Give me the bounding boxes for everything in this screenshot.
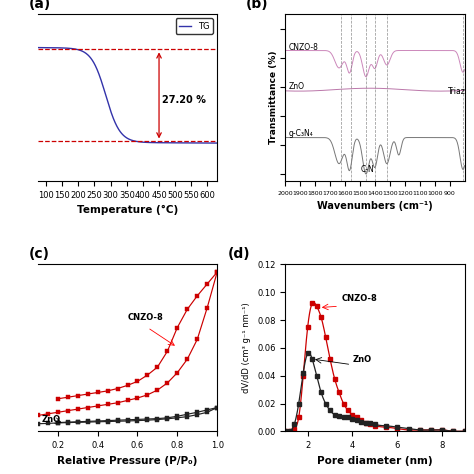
Text: C-N: C-N (361, 165, 374, 174)
Text: CNZO-8: CNZO-8 (288, 43, 318, 52)
X-axis label: Wavenumbers (cm⁻¹): Wavenumbers (cm⁻¹) (317, 201, 433, 211)
Y-axis label: Transmittance (%): Transmittance (%) (269, 51, 278, 145)
X-axis label: Relative Pressure (P/P₀): Relative Pressure (P/P₀) (57, 456, 198, 465)
Text: g-C₃N₄: g-C₃N₄ (288, 128, 313, 137)
Text: (d): (d) (228, 247, 251, 261)
Text: ZnO: ZnO (353, 355, 372, 364)
X-axis label: Temperature (°C): Temperature (°C) (77, 205, 178, 215)
X-axis label: Pore diameter (nm): Pore diameter (nm) (317, 456, 433, 465)
Text: Triaz: Triaz (448, 87, 466, 96)
Legend: TG: TG (176, 18, 213, 34)
Text: CNZO-8: CNZO-8 (128, 312, 163, 321)
Text: CNZO-8: CNZO-8 (341, 293, 377, 302)
Text: ZnO: ZnO (42, 415, 61, 424)
Text: ZnO: ZnO (288, 82, 304, 91)
Text: (c): (c) (29, 247, 50, 261)
Text: (b): (b) (246, 0, 268, 10)
Text: 27.20 %: 27.20 % (162, 95, 206, 105)
Text: (a): (a) (29, 0, 51, 10)
Y-axis label: dV/dD (cm³ g⁻¹ nm⁻¹): dV/dD (cm³ g⁻¹ nm⁻¹) (243, 302, 252, 393)
